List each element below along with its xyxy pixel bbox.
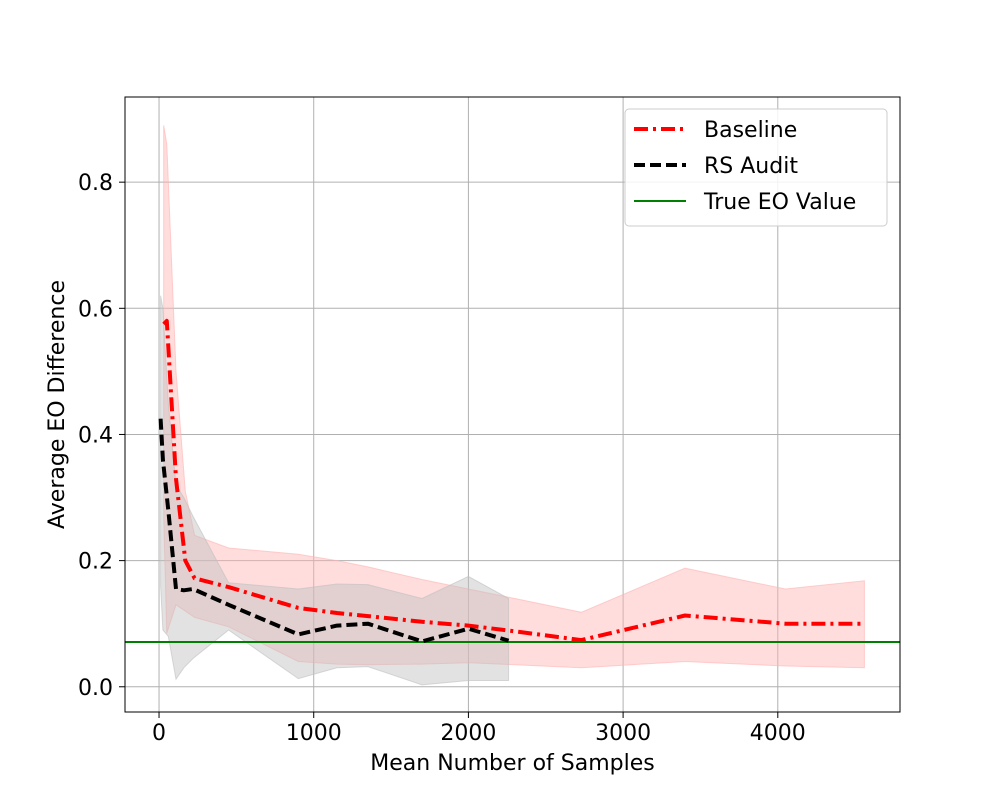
- y-tick-label: 0.8: [78, 171, 113, 196]
- confidence-bands: [160, 125, 865, 686]
- x-tick-label: 3000: [595, 721, 651, 746]
- legend: Baseline RS Audit True EO Value: [624, 108, 888, 227]
- series-lines: [158, 318, 865, 644]
- x-tick-label: 2000: [440, 721, 496, 746]
- confidence-band: [163, 125, 865, 669]
- y-tick-label: 0.2: [78, 550, 113, 575]
- legend-entry-label: True EO Value: [703, 190, 856, 215]
- legend-box: [624, 108, 888, 227]
- x-tick-label: 4000: [750, 721, 806, 746]
- series-line: [158, 418, 510, 644]
- legend-entry-label: Baseline: [704, 118, 797, 143]
- series-line: [162, 318, 865, 643]
- y-tick-label: 0.4: [78, 423, 113, 448]
- x-axis-label: Mean Number of Samples: [370, 751, 654, 776]
- x-tick-label: 0: [152, 721, 166, 746]
- y-tick-label: 0.6: [78, 297, 113, 322]
- axis-ticks: 0 1000 2000 3000 4000 0.0 0.2 0.4 0.6 0.8: [78, 171, 806, 746]
- confidence-band: [160, 295, 510, 686]
- x-tick-label: 1000: [286, 721, 342, 746]
- y-tick-label: 0.0: [78, 676, 113, 701]
- y-axis-label: Average EO Difference: [45, 280, 70, 529]
- legend-entry-label: RS Audit: [704, 154, 798, 179]
- plot-area-frame: [124, 96, 901, 713]
